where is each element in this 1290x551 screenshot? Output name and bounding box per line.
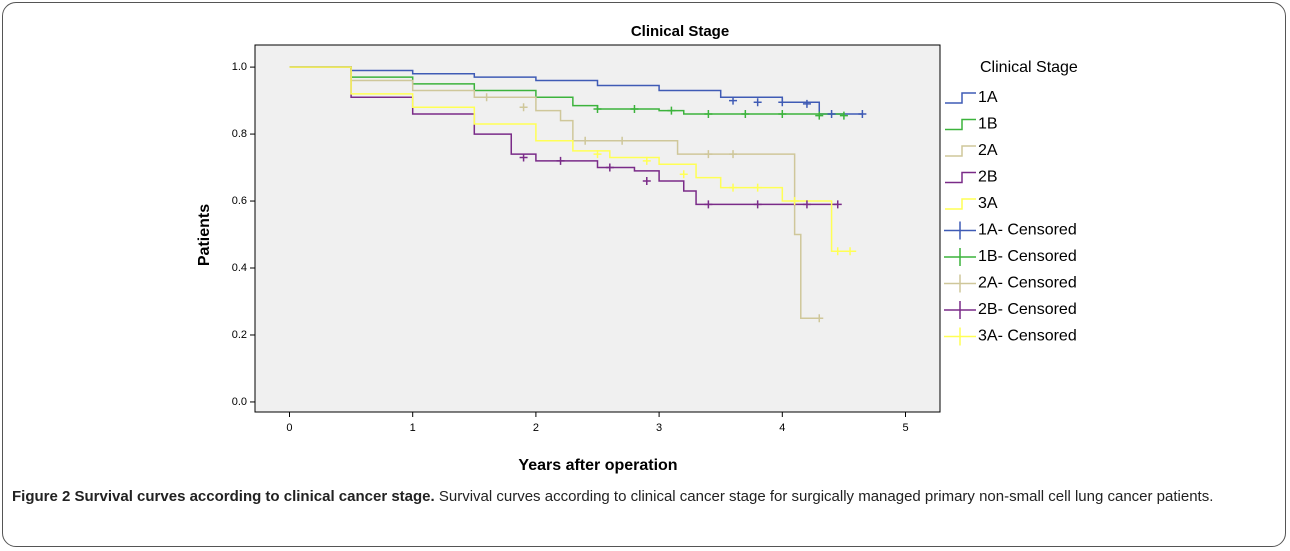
y-axis-label: Patients [196,204,213,266]
legend-icon [945,171,976,184]
censor-mark [802,200,811,209]
censor-mark [519,103,528,112]
survival-curve [289,66,845,116]
censor-mark [729,150,738,159]
x-tick-label: 2 [533,422,539,434]
censor-mark [642,176,651,185]
censor-mark [858,109,867,118]
legend-icon [944,301,976,319]
legend-icon [944,327,976,346]
censor-mark [593,104,602,113]
censor-mark [815,111,824,120]
legend-label: 3A- Censored [978,328,1077,345]
x-tick-label: 4 [779,422,785,434]
x-axis-label: Years after operation [518,457,677,474]
chart-title: Clinical Stage [631,23,729,40]
legend-icon [945,92,976,104]
censor-mark [753,183,762,192]
censor-mark [679,170,688,179]
censor-mark [556,156,565,165]
censor-mark [667,106,676,115]
legend-label: 1B [978,116,998,133]
censor-mark [790,197,799,206]
legend-icon [945,198,976,210]
legend-title: Clinical Stage [980,59,1078,76]
censor-mark [630,104,639,113]
caption-text: Survival curves according to clinical ca… [438,488,1214,505]
x-tick-label: 3 [656,422,662,434]
y-tick-label: 0.2 [232,329,247,341]
legend-label: 2A- Censored [978,275,1077,292]
censor-mark [833,247,842,256]
x-tick-label: 0 [286,422,292,434]
censor-mark [642,156,651,165]
censor-mark [581,136,590,145]
y-tick-label: 0.8 [232,128,247,140]
legend-label: 1B- Censored [978,248,1077,265]
legend-label: 2B- Censored [978,301,1077,318]
legend-label: 2A [978,142,998,159]
legend-icon [945,145,976,157]
y-tick-label: 0.0 [232,396,247,408]
plot-area [254,44,941,413]
chart: Clinical Stage Years after operation Pat… [196,23,1078,474]
censor-mark [815,314,824,323]
censor-mark [778,109,787,118]
legend-label: 2B [978,169,998,186]
censor-mark [753,98,762,107]
legend-icon [944,248,976,266]
legend-icon [945,118,976,131]
censor-mark [778,98,787,107]
caption: Figure 2 Survival curves according to cl… [12,485,1272,509]
y-tick-label: 1.0 [232,61,247,73]
censor-mark [704,150,713,159]
censor-mark [833,200,842,209]
caption-label: Figure 2 Survival curves according to cl… [12,488,435,505]
censor-mark [802,99,811,108]
censor-mark [827,109,836,118]
x-tick-label: 5 [902,422,908,434]
legend-icon [944,274,976,293]
censor-mark [704,109,713,118]
y-tick-label: 0.4 [232,262,247,274]
censor-mark [593,150,602,159]
censor-mark [605,163,614,172]
survival-curve [289,66,820,319]
censor-mark [753,200,762,209]
censor-mark [482,93,491,102]
legend-label: 1A- Censored [978,222,1077,239]
y-tick-label: 0.6 [232,195,247,207]
censor-mark [729,183,738,192]
censor-mark [729,96,738,105]
censor-mark [704,200,713,209]
legend-icon [944,221,976,240]
legend-label: 3A [978,195,998,212]
censor-mark [741,109,750,118]
censor-mark [839,111,848,120]
legend-label: 1A [978,89,998,106]
censor-mark [618,136,627,145]
censor-mark [519,153,528,162]
censor-mark [846,247,855,256]
survival-curve [289,66,857,253]
x-tick-label: 1 [410,422,416,434]
